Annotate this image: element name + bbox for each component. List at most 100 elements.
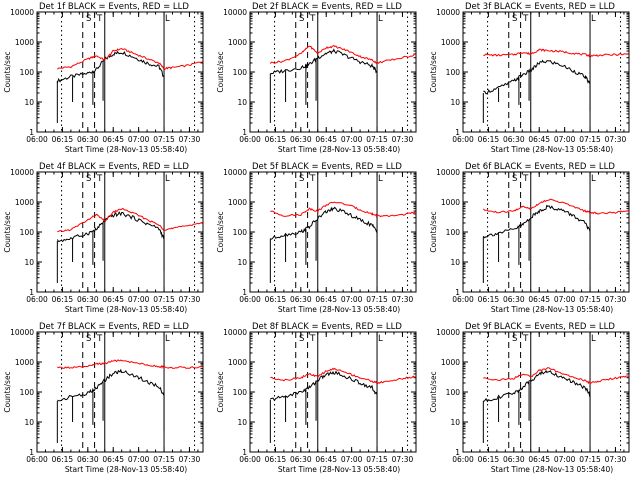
lld-series-line xyxy=(270,201,417,218)
x-tick-label: 06:30 xyxy=(77,135,99,144)
detector-chart-2: Det 2f BLACK = Events, RED = LLD 1 10 100 10… xyxy=(216,2,417,154)
time-marker-label: S xyxy=(86,174,91,184)
y-tick-label: 1 xyxy=(242,128,247,137)
detector-chart-3: Det 3f BLACK = Events, RED = LLD 1 10 100 10… xyxy=(429,2,630,154)
detector-chart-8: Det 8f BLACK = Events, RED = LLD 1 10 100 10… xyxy=(216,322,417,474)
x-tick-label: 06:00 xyxy=(26,135,48,144)
y-axis-title: Counts/sec xyxy=(429,211,438,252)
x-tick-label: 07:00 xyxy=(341,295,363,304)
lld-series-line xyxy=(483,48,630,58)
y-tick-label: 10000 xyxy=(436,168,460,177)
y-tick-label: 100 xyxy=(446,68,461,77)
lld-series-line xyxy=(57,359,204,370)
x-tick-label: 07:00 xyxy=(341,135,363,144)
events-series-line xyxy=(57,368,165,402)
x-tick-label: 07:00 xyxy=(128,295,150,304)
lld-series-line xyxy=(56,48,204,70)
x-tick-label: 06:45 xyxy=(102,295,124,304)
x-tick-label: 06:15 xyxy=(478,455,500,464)
time-marker-label: L xyxy=(591,334,596,344)
chart-title: Det 2f BLACK = Events, RED = LLD xyxy=(252,2,402,12)
x-tick-label: 06:15 xyxy=(52,135,74,144)
x-tick-label: 06:30 xyxy=(77,295,99,304)
x-tick-label: 06:15 xyxy=(265,135,287,144)
y-axis-title: Counts/sec xyxy=(216,51,225,92)
y-tick-label: 1 xyxy=(455,128,460,137)
y-tick-label: 1000 xyxy=(441,358,460,367)
x-axis-title: Start Time (28-Nov-13 05:58:40) xyxy=(491,145,613,154)
y-tick-label: 1000 xyxy=(228,198,247,207)
y-axis-title: Counts/sec xyxy=(3,371,12,412)
y-tick-label: 1000 xyxy=(15,198,34,207)
y-axis-title: Counts/sec xyxy=(429,371,438,412)
lld-series-line xyxy=(482,198,630,215)
y-tick-label: 10 xyxy=(237,258,247,267)
x-tick-label: 07:15 xyxy=(366,295,388,304)
chart-title: Det 5f BLACK = Events, RED = LLD xyxy=(252,162,402,172)
y-tick-label: 100 xyxy=(20,68,35,77)
y-tick-label: 10000 xyxy=(436,8,460,17)
y-tick-label: 1000 xyxy=(441,38,460,47)
x-tick-label: 07:15 xyxy=(153,455,175,464)
x-tick-label: 06:15 xyxy=(52,455,74,464)
y-tick-label: 10000 xyxy=(436,328,460,337)
time-marker-label: S xyxy=(86,334,91,344)
x-tick-label: 07:15 xyxy=(579,295,601,304)
y-tick-label: 100 xyxy=(446,228,461,237)
chart-title: Det 7f BLACK = Events, RED = LLD xyxy=(39,322,189,332)
x-tick-label: 06:00 xyxy=(452,135,474,144)
time-marker-label: S xyxy=(86,14,91,24)
x-tick-label: 07:30 xyxy=(179,455,201,464)
x-tick-label: 07:15 xyxy=(366,455,388,464)
x-tick-label: 06:45 xyxy=(315,455,337,464)
time-marker-label: T xyxy=(309,14,316,24)
y-tick-label: 100 xyxy=(233,388,248,397)
time-marker-label: S xyxy=(512,14,517,24)
y-tick-label: 10000 xyxy=(10,328,34,337)
lld-series-line xyxy=(269,45,417,65)
x-axis-title: Start Time (28-Nov-13 05:58:40) xyxy=(65,465,187,474)
x-tick-label: 07:30 xyxy=(605,455,627,464)
x-tick-label: 07:30 xyxy=(392,135,414,144)
x-tick-label: 07:30 xyxy=(179,295,201,304)
x-tick-label: 07:30 xyxy=(605,135,627,144)
x-tick-label: 07:00 xyxy=(341,455,363,464)
x-tick-label: 06:30 xyxy=(290,455,312,464)
x-tick-label: 07:00 xyxy=(554,455,576,464)
y-tick-label: 10 xyxy=(24,258,34,267)
time-marker-label: T xyxy=(309,334,316,344)
x-tick-label: 07:30 xyxy=(392,295,414,304)
time-marker-label: T xyxy=(96,334,103,344)
time-marker-label: T xyxy=(309,174,316,184)
x-tick-label: 06:30 xyxy=(290,135,312,144)
events-series-line xyxy=(482,204,591,239)
x-tick-label: 06:00 xyxy=(452,455,474,464)
time-marker-label: S xyxy=(299,334,304,344)
chart-title: Det 6f BLACK = Events, RED = LLD xyxy=(465,162,615,172)
x-tick-label: 07:00 xyxy=(554,135,576,144)
y-tick-label: 10000 xyxy=(223,8,247,17)
events-series-line xyxy=(270,48,378,75)
x-tick-label: 06:00 xyxy=(26,295,48,304)
detector-chart-1: Det 1f BLACK = Events, RED = LLD 1 10 100 10… xyxy=(3,2,204,154)
y-tick-label: 10 xyxy=(237,418,247,427)
y-tick-label: 1 xyxy=(29,448,34,457)
x-axis-title: Start Time (28-Nov-13 05:58:40) xyxy=(491,465,613,474)
y-tick-label: 1 xyxy=(455,288,460,297)
events-series-line xyxy=(56,211,165,243)
detector-chart-7: Det 7f BLACK = Events, RED = LLD 1 10 100 10… xyxy=(3,322,204,474)
time-marker-label: L xyxy=(591,174,596,184)
x-tick-label: 06:45 xyxy=(528,455,550,464)
detector-chart-6: Det 6f BLACK = Events, RED = LLD 1 10 100 10… xyxy=(429,162,630,314)
x-tick-label: 06:45 xyxy=(528,295,550,304)
detector-chart-4: Det 4f BLACK = Events, RED = LLD 1 10 100 10… xyxy=(3,162,204,314)
detector-chart-5: Det 5f BLACK = Events, RED = LLD 1 10 100 10… xyxy=(216,162,417,314)
chart-title: Det 3f BLACK = Events, RED = LLD xyxy=(465,2,615,12)
events-series-line xyxy=(56,50,165,83)
x-tick-label: 06:00 xyxy=(452,295,474,304)
y-axis-title: Counts/sec xyxy=(3,211,12,252)
x-tick-label: 06:45 xyxy=(102,455,124,464)
x-tick-label: 06:00 xyxy=(239,295,261,304)
time-marker-label: S xyxy=(512,174,517,184)
